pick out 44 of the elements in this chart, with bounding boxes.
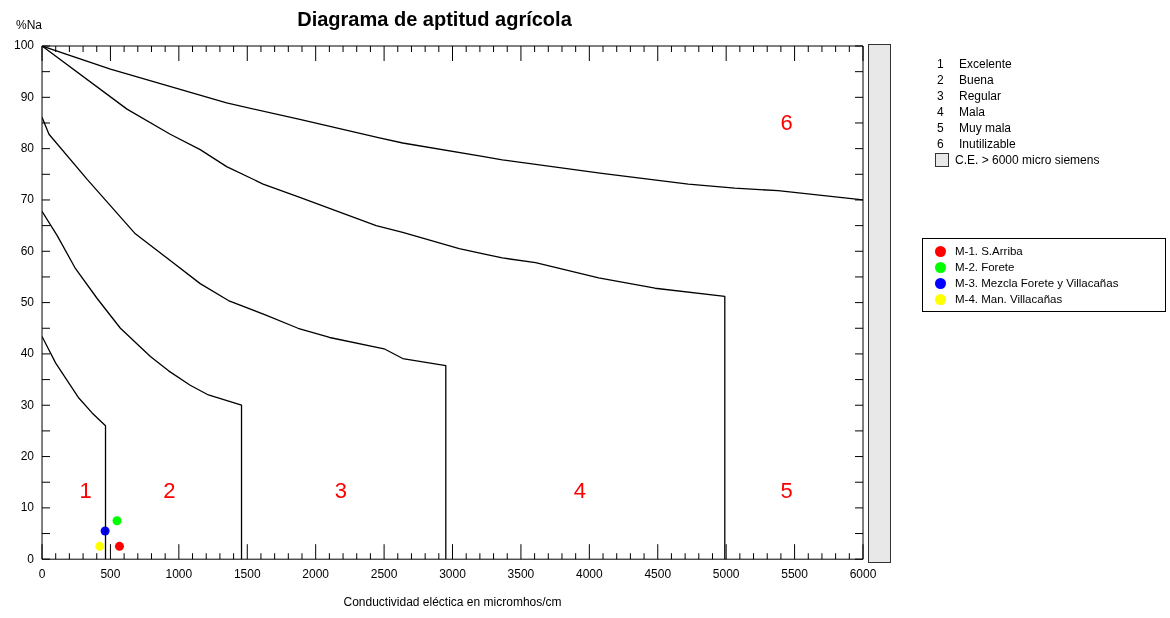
text: C.E. > 6000 micro siemens	[954, 152, 1100, 168]
x-tick-label: 1500	[233, 566, 261, 581]
legend-label: M-4. Man. Villacañas	[954, 292, 1064, 307]
y-tick-label: 100	[13, 38, 35, 53]
x-tick-label: 3000	[439, 566, 467, 581]
y-tick-label: 10	[20, 500, 35, 515]
annotation: 1	[79, 477, 92, 503]
y-tick-label: 60	[20, 243, 35, 258]
legend-label: M-2. Forete	[954, 260, 1016, 275]
annotation: 5	[780, 477, 793, 503]
text: 6 Inutilizable	[937, 137, 1016, 151]
y-tick-label: 80	[20, 140, 35, 155]
x-tick-label: 5000	[712, 566, 740, 581]
y-tick-label: 30	[20, 397, 35, 412]
legend-label: M-3. Mezcla Forete y Villacañas	[954, 276, 1120, 291]
y-tick-label: 40	[20, 346, 35, 361]
x-tick-label: 2500	[370, 566, 398, 581]
y-tick-label: 70	[20, 192, 35, 207]
text: 5 Muy mala	[937, 121, 1012, 135]
annotation: 2	[163, 477, 176, 503]
y-tick-label: 0	[27, 551, 35, 566]
x-tick-label: 0	[38, 566, 46, 581]
y-tick-label: 90	[20, 89, 35, 104]
y-axis-title: %Na	[16, 18, 43, 33]
annotation: 4	[573, 477, 586, 503]
text: 2 Buena	[937, 73, 994, 87]
text: 4 Mala	[937, 105, 986, 119]
x-tick-label: 500	[100, 566, 121, 581]
x-tick-label: 1000	[165, 566, 193, 581]
y-tick-label: 20	[20, 448, 35, 463]
x-tick-label: 4000	[575, 566, 604, 581]
x-tick-label: 6000	[849, 566, 877, 581]
x-axis-title: Conductividad eléctica en micromhos/cm	[343, 595, 562, 610]
annotation: 3	[334, 477, 347, 503]
x-tick-label: 3500	[507, 566, 535, 581]
text: 3 Regular	[937, 89, 1002, 103]
x-tick-label: 5500	[781, 566, 809, 581]
annotation: 6	[780, 109, 793, 135]
text: 1 Excelente	[937, 57, 1012, 71]
x-tick-label: 2000	[302, 566, 330, 581]
x-tick-label: 4500	[644, 566, 672, 581]
y-tick-label: 50	[20, 294, 35, 309]
legend-label: M-1. S.Arriba	[954, 244, 1024, 259]
chart-title: Diagrama de aptitud agrícola	[297, 7, 573, 30]
